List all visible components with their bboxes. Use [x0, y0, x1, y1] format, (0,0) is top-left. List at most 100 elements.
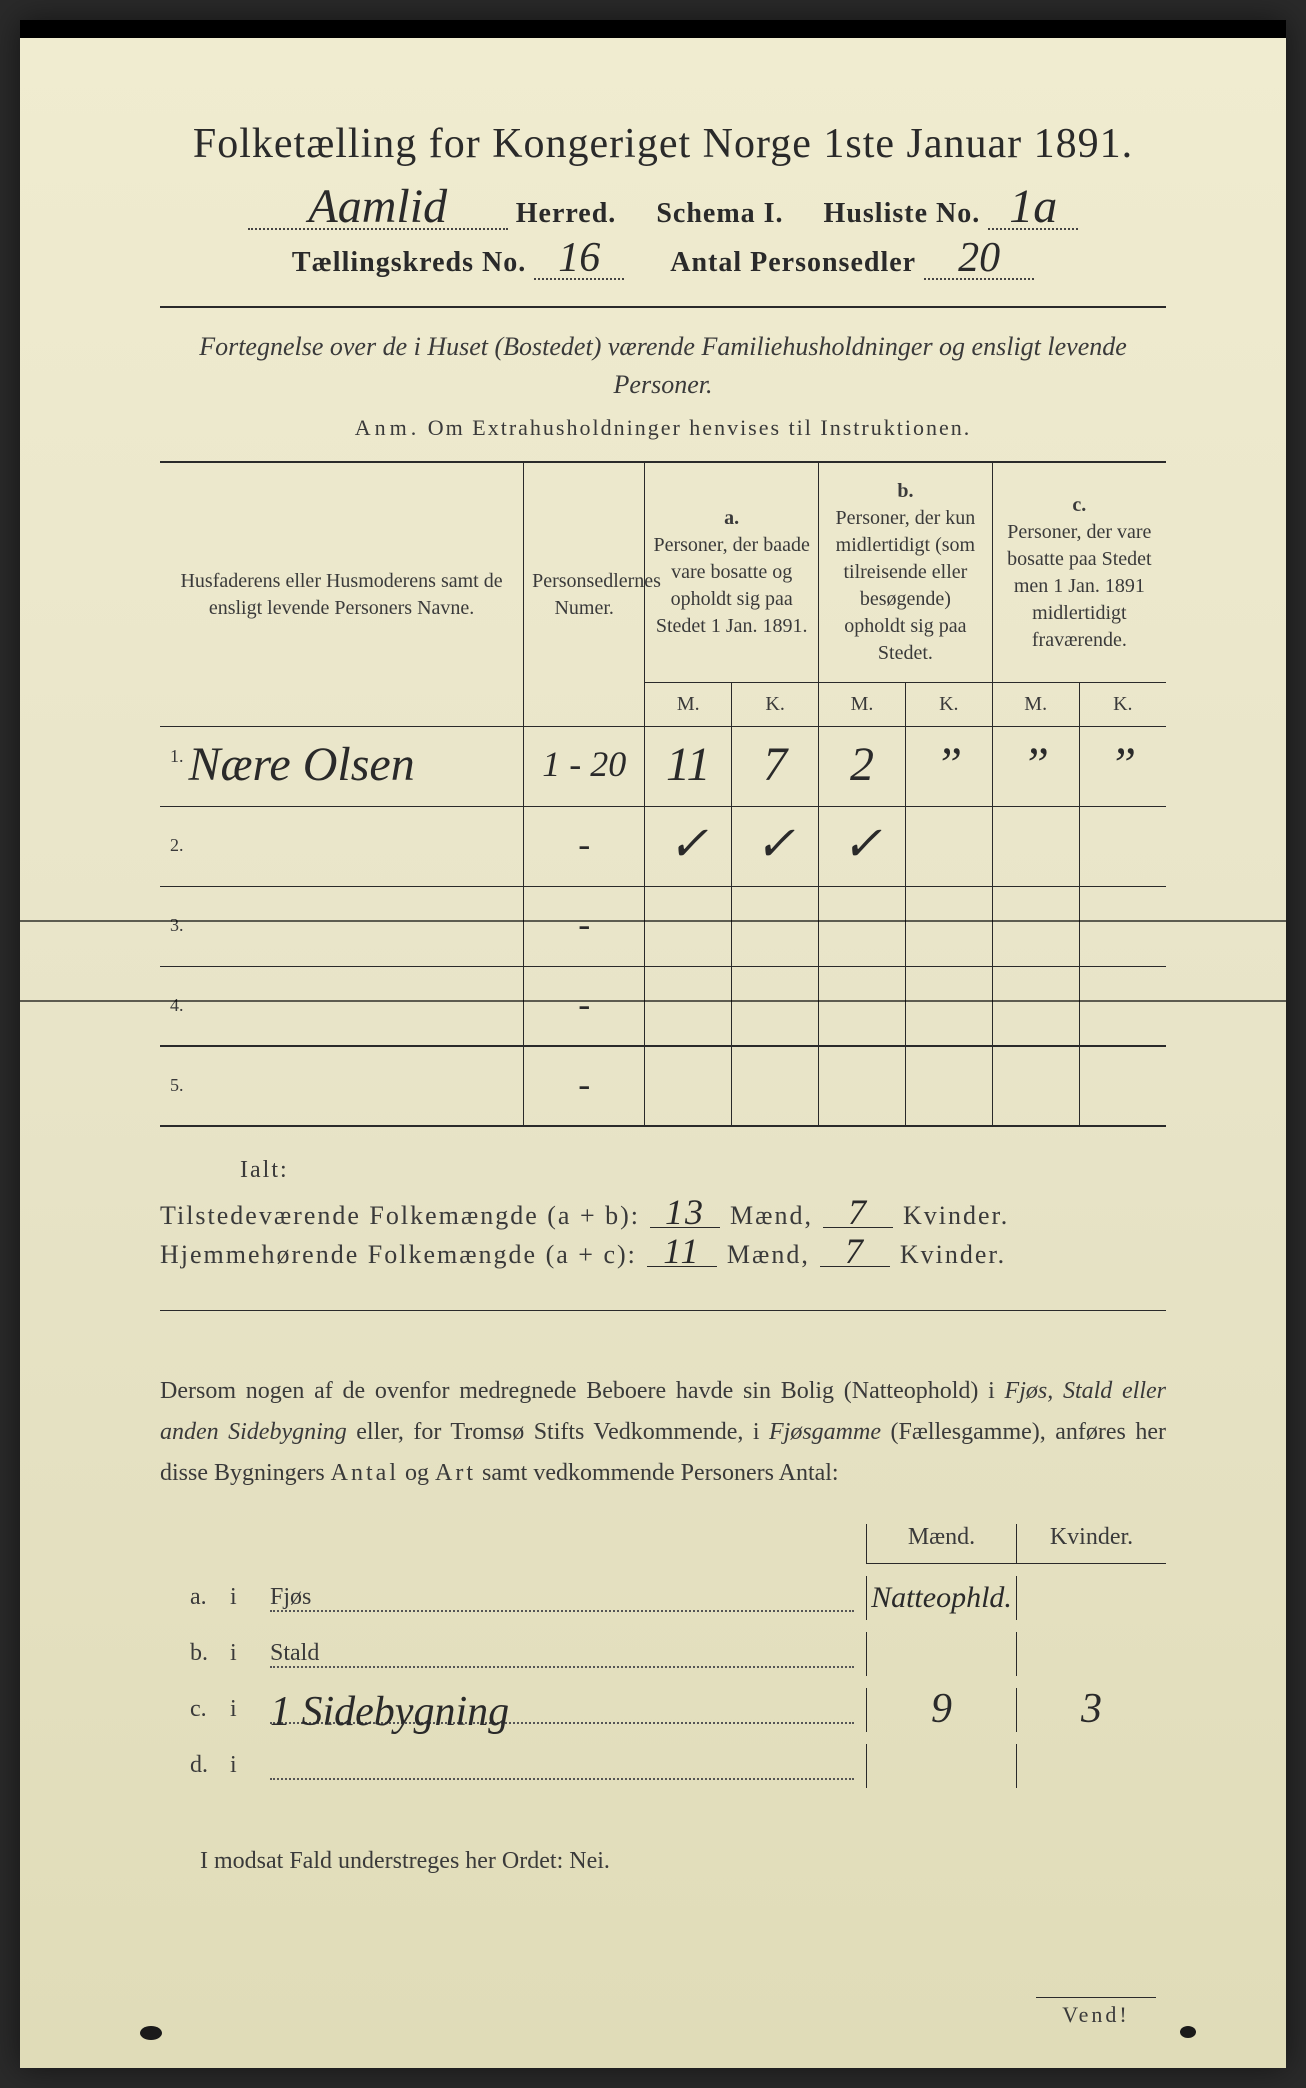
- totals-1-m: 13: [650, 1198, 720, 1228]
- table-row: 4. -: [160, 966, 1166, 1046]
- col-b: b. Personer, der kun midlertidigt (som t…: [819, 462, 993, 682]
- scan-artifact: [20, 1000, 1286, 1002]
- totals-1-label: Tilstedeværende Folkemængde (a + b):: [160, 1201, 640, 1231]
- side-row-i: i: [230, 1640, 270, 1667]
- col-a-m: M.: [645, 682, 732, 726]
- census-form-page: Folketælling for Kongeriget Norge 1ste J…: [20, 20, 1286, 2068]
- row-cm-cell: [992, 966, 1079, 1046]
- col-a-text: Personer, der baade vare bosatte og opho…: [653, 534, 809, 637]
- maend-label: Mænd,: [730, 1201, 813, 1231]
- anm-line: Anm. Om Extrahusholdninger henvises til …: [160, 415, 1166, 441]
- row-num-cell: 1 - 20: [524, 726, 645, 806]
- totals-line-2: Hjemmehørende Folkemængde (a + c): 11 Mæ…: [160, 1237, 1166, 1270]
- row-name-cell: 1. Nære Olsen: [160, 726, 524, 806]
- side-row-i: i: [230, 1696, 270, 1723]
- para-t5: samt vedkommende Personers Antal:: [476, 1460, 839, 1486]
- col-a-label: a.: [724, 507, 739, 529]
- row-bk-cell: [905, 806, 992, 886]
- ink-blot-icon: [140, 2026, 162, 2040]
- antal-value: 20: [924, 242, 1034, 280]
- row-bm-cell: ✓: [819, 806, 906, 886]
- table-row: 2. - ✓ ✓ ✓: [160, 806, 1166, 886]
- col-b-label: b.: [897, 480, 913, 502]
- row-num-cell: -: [524, 806, 645, 886]
- row-name-cell: 4.: [160, 966, 524, 1046]
- col-a: a. Personer, der baade vare bosatte og o…: [645, 462, 819, 682]
- side-row-m: Natteophld.: [866, 1576, 1016, 1620]
- col-c-text: Personer, der vare bosatte paa Stedet me…: [1007, 521, 1151, 651]
- side-kvinder-header: Kvinder.: [1016, 1524, 1166, 1564]
- totals-2-m: 11: [647, 1237, 717, 1267]
- side-row-letter: d.: [190, 1752, 230, 1779]
- table-row: 1. Nære Olsen 1 - 20 11 7 2 ” ” ”: [160, 726, 1166, 806]
- herred-label: Herred.: [516, 198, 617, 230]
- col-names: Husfaderens eller Husmoderens samt de en…: [160, 462, 524, 726]
- row-ck-cell: [1079, 806, 1166, 886]
- side-building-paragraph: Dersom nogen af de ovenfor medregnede Be…: [160, 1371, 1166, 1493]
- row-num-cell: -: [524, 1046, 645, 1126]
- row-bm-cell: [819, 1046, 906, 1126]
- husliste-value: 1a: [988, 188, 1078, 230]
- row-bk-cell: [905, 966, 992, 1046]
- side-row-k: [1016, 1632, 1166, 1676]
- kvinder-label-2: Kvinder.: [900, 1240, 1006, 1270]
- husliste-label: Husliste No.: [824, 198, 981, 230]
- totals-2-k: 7: [820, 1237, 890, 1267]
- row-bk-cell: [905, 886, 992, 966]
- col-b-text: Personer, der kun midlertidigt (som tilr…: [836, 507, 976, 664]
- col-c: c. Personer, der vare bosatte paa Stedet…: [992, 462, 1166, 682]
- row-ak-cell: ✓: [732, 806, 819, 886]
- ialt-label: Ialt:: [240, 1157, 1166, 1184]
- side-building-table: Mænd. Kvinder. a. i Fjøs Natteophld. b. …: [190, 1524, 1166, 1788]
- table-row: 3. -: [160, 886, 1166, 966]
- row-num-cell: -: [524, 886, 645, 966]
- antal-label: Antal Personsedler: [670, 247, 916, 279]
- row-bk-cell: [905, 1046, 992, 1126]
- kreds-value: 16: [534, 242, 624, 280]
- row-ck-cell: ”: [1079, 726, 1166, 806]
- row-am-cell: [645, 1046, 732, 1126]
- para-t2: eller, for Tromsø Stifts Vedkommende, i: [347, 1419, 769, 1445]
- row-ck-cell: [1079, 966, 1166, 1046]
- kreds-label: Tællingskreds No.: [292, 247, 526, 279]
- row-bm-cell: [819, 966, 906, 1046]
- col-c-m: M.: [992, 682, 1079, 726]
- row-bk-cell: ”: [905, 726, 992, 806]
- col-c-k: K.: [1079, 682, 1166, 726]
- para-t1: Dersom nogen af de ovenfor medregnede Be…: [160, 1378, 1005, 1404]
- row-ak-cell: 7: [732, 726, 819, 806]
- row-am-cell: [645, 966, 732, 1046]
- subtitle: Fortegnelse over de i Huset (Bostedet) v…: [160, 328, 1166, 403]
- col-b-k: K.: [905, 682, 992, 726]
- vend-label: Vend!: [1036, 1997, 1156, 2028]
- header-row-2: Tællingskreds No. 16 Antal Personsedler …: [160, 242, 1166, 280]
- side-row-label: 1 Sidebygning: [270, 1696, 854, 1724]
- row-name-cell: 2.: [160, 806, 524, 886]
- row-ak-cell: [732, 966, 819, 1046]
- side-row-k: [1016, 1744, 1166, 1788]
- totals-2-label: Hjemmehørende Folkemængde (a + c):: [160, 1240, 637, 1270]
- anm-label: Anm.: [355, 415, 421, 440]
- row-ck-cell: [1079, 886, 1166, 966]
- totals-1-k: 7: [823, 1198, 893, 1228]
- table-row: 5. -: [160, 1046, 1166, 1126]
- side-row-k: 3: [1016, 1688, 1166, 1732]
- side-row-letter: b.: [190, 1640, 230, 1667]
- side-row-m: [866, 1744, 1016, 1788]
- para-t4: og: [399, 1460, 435, 1486]
- totals-line-1: Tilstedeværende Folkemængde (a + b): 13 …: [160, 1198, 1166, 1231]
- row-bm-cell: [819, 886, 906, 966]
- row-cm-cell: [992, 1046, 1079, 1126]
- side-row-k: [1016, 1576, 1166, 1620]
- scan-artifact: [20, 920, 1286, 922]
- kvinder-label: Kvinder.: [903, 1201, 1009, 1231]
- side-row-letter: c.: [190, 1696, 230, 1723]
- row-am-cell: [645, 886, 732, 966]
- page-title: Folketælling for Kongeriget Norge 1ste J…: [160, 120, 1166, 168]
- row-bm-cell: 2: [819, 726, 906, 806]
- row-ak-cell: [732, 886, 819, 966]
- side-row-label: [270, 1752, 854, 1780]
- maend-label-2: Mænd,: [727, 1240, 810, 1270]
- side-row-letter: a.: [190, 1584, 230, 1611]
- schema-label: Schema I.: [656, 198, 783, 230]
